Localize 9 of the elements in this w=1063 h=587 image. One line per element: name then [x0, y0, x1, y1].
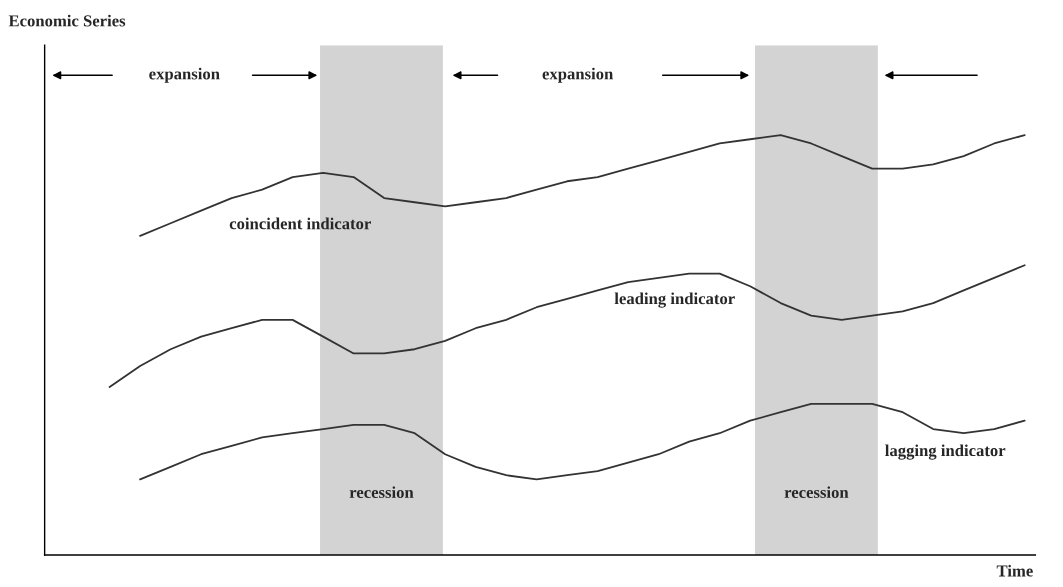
text: expansion	[149, 67, 220, 83]
annotation: coincident indicator	[229, 217, 371, 230]
text: Economic Series	[8, 14, 126, 27]
annotation: lagging indicator	[885, 444, 1006, 460]
text: expansion	[542, 67, 614, 83]
annotation: leading indicator	[614, 292, 735, 308]
x-axis-title: Time	[996, 564, 1033, 577]
annotation: recession	[349, 486, 414, 498]
annotation: recession	[784, 486, 849, 498]
